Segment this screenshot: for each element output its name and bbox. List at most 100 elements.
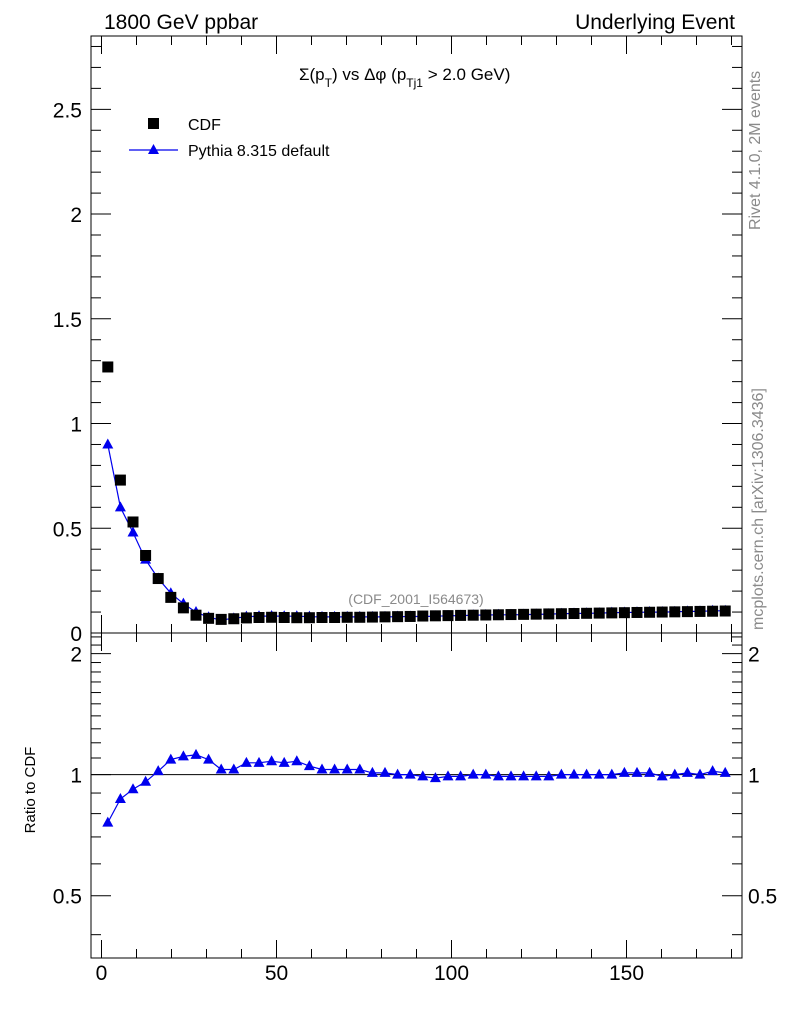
ratio-point xyxy=(291,755,303,766)
legend: CDF Pythia 8.315 default xyxy=(129,117,330,160)
cdf-point xyxy=(114,474,126,486)
cdf-point xyxy=(555,608,567,620)
ratio-point xyxy=(215,763,227,774)
cdf-point xyxy=(681,606,693,618)
main-ytick-label: 1 xyxy=(70,414,82,437)
ratio-point xyxy=(442,770,454,781)
ratio-axis-ticks: 0.5 0.5 1 1 2 2 0 50 100 150 xyxy=(53,633,777,985)
ratio-point xyxy=(543,770,555,781)
cdf-point xyxy=(341,611,353,623)
ratio-xtick-label: 0 xyxy=(96,962,108,985)
pythia-point xyxy=(127,526,139,537)
ratio-point xyxy=(417,770,429,781)
cdf-point xyxy=(669,606,681,618)
ratio-point xyxy=(278,756,290,767)
cdf-point xyxy=(480,609,492,621)
cdf-point xyxy=(417,610,429,622)
header-left: 1800 GeV ppbar xyxy=(104,11,258,34)
ratio-xtick-label: 100 xyxy=(434,962,469,985)
cdf-point xyxy=(404,610,416,622)
cdf-point xyxy=(228,613,240,625)
mcplots-label: mcplots.cern.ch [arXiv:1306.3436] xyxy=(750,388,767,630)
ratio-ylabel: Ratio to CDF xyxy=(22,747,39,834)
ratio-point xyxy=(505,770,517,781)
title-suffix: > 2.0 GeV) xyxy=(423,65,510,84)
ratio-point xyxy=(492,770,504,781)
ratio-point xyxy=(568,768,580,779)
ratio-point xyxy=(190,748,202,759)
ratio-ytick-label-right: 0.5 xyxy=(748,886,777,909)
main-ytick-label: 2 xyxy=(70,204,82,227)
ratio-plot-frame xyxy=(90,632,743,959)
ratio-point xyxy=(152,765,164,776)
cdf-point xyxy=(581,607,593,619)
cdf-point xyxy=(455,609,467,621)
header-right: Underlying Event xyxy=(575,11,735,34)
main-ytick-label: 2.5 xyxy=(53,99,82,122)
legend-cdf-label: CDF xyxy=(188,117,221,134)
cdf-point xyxy=(656,606,668,618)
ratio-point xyxy=(165,753,177,764)
ratio-series-layer xyxy=(102,748,731,827)
cdf-point xyxy=(253,611,265,623)
main-ytick-label: 1.5 xyxy=(53,309,82,332)
ratio-point xyxy=(102,816,114,827)
main-ytick-label: 0.5 xyxy=(53,518,82,541)
ratio-point xyxy=(694,768,706,779)
ratio-xtick-label: 150 xyxy=(609,962,644,985)
pythia-point xyxy=(102,438,114,449)
cdf-point xyxy=(278,611,290,623)
ratio-point xyxy=(114,792,126,803)
cdf-point xyxy=(316,611,328,623)
cdf-point xyxy=(266,611,278,623)
title-prefix: Σ(p xyxy=(299,65,325,84)
main-axis-ticks: 0 0.5 1 1.5 2 2.5 xyxy=(53,36,742,646)
cdf-point xyxy=(392,611,404,623)
cdf-point xyxy=(719,605,731,617)
title-mid: ) vs Δφ (p xyxy=(332,65,406,84)
cdf-point xyxy=(593,607,605,619)
cdf-point xyxy=(291,612,303,624)
ratio-point xyxy=(656,770,668,781)
ratio-point xyxy=(127,783,139,794)
ratio-point xyxy=(266,755,278,766)
ratio-point xyxy=(392,768,404,779)
cdf-point xyxy=(329,611,341,623)
analysis-watermark: (CDF_2001_I564673) xyxy=(348,591,483,607)
cdf-point xyxy=(568,608,580,620)
ratio-point xyxy=(316,763,328,774)
legend-cdf-marker xyxy=(148,118,159,129)
main-series-layer xyxy=(102,361,731,625)
main-title: Σ(pT) vs Δφ (pTj1 > 2.0 GeV) xyxy=(299,65,510,90)
cdf-point xyxy=(644,606,656,618)
rivet-label: Rivet 4.1.0, 2M events xyxy=(747,71,764,230)
cdf-point xyxy=(530,608,542,620)
ratio-point xyxy=(303,760,315,771)
main-ytick-label: 0 xyxy=(70,623,82,646)
title-sub1: T xyxy=(325,76,333,90)
ratio-point xyxy=(593,768,605,779)
ratio-point xyxy=(707,765,719,776)
ratio-point xyxy=(404,768,416,779)
ratio-xtick-label: 50 xyxy=(265,962,288,985)
ratio-point xyxy=(228,763,240,774)
cdf-point xyxy=(442,610,454,622)
ratio-point xyxy=(379,766,391,777)
cdf-point xyxy=(354,611,366,623)
ratio-point xyxy=(354,763,366,774)
cdf-point xyxy=(429,610,441,622)
ratio-point xyxy=(669,768,681,779)
pythia-point xyxy=(114,501,126,512)
ratio-point xyxy=(644,766,656,777)
ratio-ytick-label-left: 2 xyxy=(70,644,82,667)
ratio-ytick-label-right: 1 xyxy=(748,765,760,788)
ratio-point xyxy=(681,766,693,777)
cdf-point xyxy=(303,612,315,624)
cdf-point xyxy=(492,609,504,621)
cdf-point xyxy=(215,613,227,625)
cdf-point xyxy=(102,361,114,373)
ratio-point xyxy=(618,766,630,777)
cdf-point xyxy=(127,516,139,528)
cdf-point xyxy=(707,605,719,617)
